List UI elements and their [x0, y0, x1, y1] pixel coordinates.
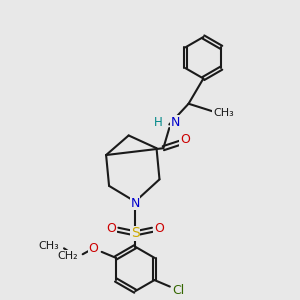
Text: CH₃: CH₃ — [39, 241, 59, 251]
Text: CH₂: CH₂ — [57, 251, 78, 261]
Text: Cl: Cl — [172, 284, 185, 297]
Text: O: O — [106, 221, 116, 235]
Text: S: S — [131, 226, 140, 240]
Text: O: O — [154, 221, 164, 235]
Text: N: N — [130, 196, 140, 210]
Text: O: O — [88, 242, 98, 255]
Text: CH₃: CH₃ — [213, 108, 234, 118]
Text: N: N — [171, 116, 180, 129]
Text: O: O — [180, 134, 190, 146]
Text: H: H — [154, 116, 163, 129]
